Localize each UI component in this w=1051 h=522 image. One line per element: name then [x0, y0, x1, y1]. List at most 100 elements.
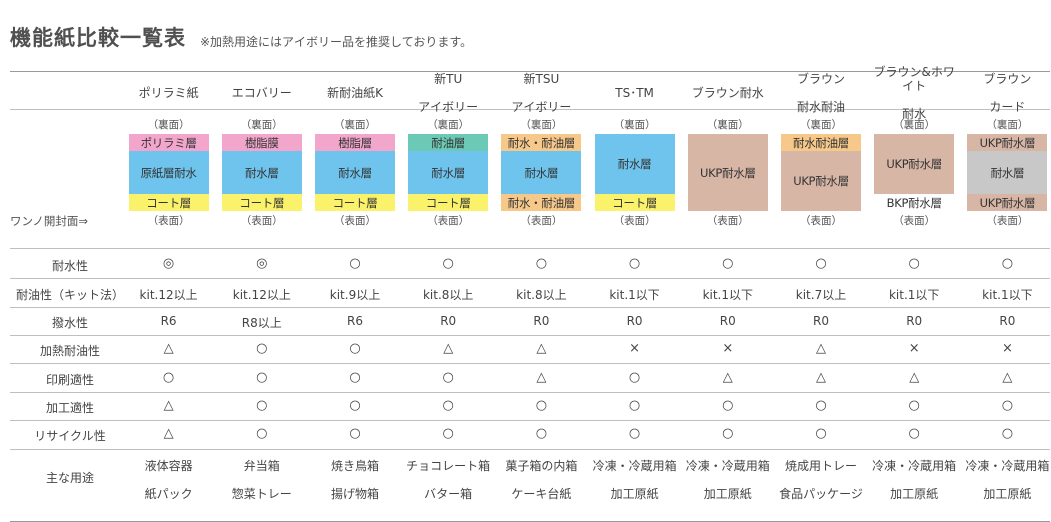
- seal-side-label: ワンノ開封面⇒: [10, 214, 89, 228]
- use-secondary: 加工原紙: [610, 487, 659, 501]
- layer-band: コート層: [594, 194, 675, 211]
- layer-stack: 耐水耐油層 UKP耐水層: [781, 134, 861, 211]
- use-primary: 冷凍・冷蔵用箱: [592, 459, 677, 473]
- front-side-label: （表面）: [240, 215, 283, 227]
- use-primary: チョコレート箱: [406, 459, 491, 473]
- layer-band: 耐水層: [221, 151, 302, 194]
- front-side-label: （表面）: [706, 215, 749, 227]
- column-header-line: 新TU: [434, 72, 463, 86]
- layer-band: UKP耐水層: [687, 134, 768, 211]
- layer-band: 耐水耐油層: [781, 134, 861, 151]
- layer-band: コート層: [315, 194, 395, 211]
- table-cell: ○: [628, 256, 641, 271]
- row-divider: [10, 248, 1050, 249]
- row-divider: [10, 363, 1050, 364]
- table-cell: ○: [349, 370, 361, 385]
- table-cell: R0: [999, 314, 1016, 328]
- row-label: リサイクル性: [34, 429, 106, 443]
- layer-band: UKP耐水層: [967, 194, 1048, 211]
- layer-band: 耐水層: [967, 151, 1048, 194]
- back-side-label: （裏面）: [613, 119, 656, 131]
- table-cell: △: [163, 341, 174, 356]
- table-cell: △: [909, 370, 920, 385]
- back-side-label: （裏面）: [893, 119, 936, 131]
- layer-band: 耐水層: [594, 134, 675, 194]
- row-label: 耐水性: [51, 259, 88, 273]
- layer-stack: UKP耐水層 耐水層 UKP耐水層: [967, 134, 1048, 211]
- table-cell: ○: [442, 256, 454, 271]
- table-cell: △: [816, 341, 826, 356]
- row-divider: [10, 392, 1050, 393]
- table-cell: ○: [349, 398, 361, 413]
- front-side-label: （表面）: [613, 215, 656, 227]
- table-cell: ○: [535, 426, 548, 441]
- table-cell: ○: [256, 426, 268, 441]
- column-header-line: カード: [989, 100, 1026, 114]
- use-secondary: 加工原紙: [703, 487, 752, 501]
- table-cell: ×: [722, 341, 734, 356]
- table-cell: ○: [722, 398, 734, 413]
- table-cell: △: [1002, 370, 1013, 385]
- use-secondary: ケーキ台紙: [511, 487, 572, 501]
- table-cell: kit.8以上: [422, 288, 474, 302]
- row-label: 加工適性: [45, 401, 94, 415]
- layer-stack: UKP耐水層: [687, 134, 768, 211]
- column-header: ブラウン カード: [961, 72, 1051, 114]
- front-side-label: （表面）: [334, 215, 376, 227]
- back-side-label: （裏面）: [706, 119, 749, 131]
- table-cell: kit.9以上: [329, 288, 381, 302]
- front-side-label: （表面）: [427, 215, 470, 227]
- column-header-line: アイボリー: [418, 100, 479, 114]
- title-row: 機能紙比較一覧表 ※加熱用途にはアイボリー品を推奨しております。: [10, 26, 472, 52]
- table-cell: ○: [256, 341, 268, 356]
- row-divider: [10, 420, 1050, 421]
- layer-band: UKP耐水層: [781, 151, 861, 211]
- back-side-label: （裏面）: [147, 119, 190, 131]
- table-cell: △: [816, 370, 826, 385]
- use-primary: 弁当箱: [243, 459, 280, 473]
- layer-stack: UKP耐水層 BKP耐水層: [874, 134, 955, 211]
- table-cell: ○: [628, 398, 641, 413]
- layer-band: 耐水層: [501, 151, 582, 194]
- column-header: エコバリー: [215, 77, 308, 109]
- layer-band: ポリラミ層: [128, 134, 209, 151]
- table-cell: △: [536, 341, 547, 356]
- front-side-label: （表面）: [893, 215, 936, 227]
- table-cell: ○: [1001, 426, 1014, 441]
- table-cell: ○: [815, 426, 827, 441]
- table-cell: ×: [629, 341, 641, 356]
- use-secondary: 食品パッケージ: [779, 487, 863, 501]
- back-side-label: （裏面）: [427, 119, 470, 131]
- table-cell: ○: [349, 426, 361, 441]
- table-cell: ○: [722, 256, 734, 271]
- use-secondary: 揚げ物箱: [330, 487, 379, 501]
- row-divider: [10, 109, 1050, 110]
- table-cell: R8以上: [241, 316, 282, 330]
- column-header: ブラウン耐水: [681, 77, 774, 109]
- column-header-line: エコバリー: [231, 86, 292, 100]
- layer-band: 耐水層: [408, 151, 489, 194]
- table-cell: ○: [256, 370, 268, 385]
- table-cell: R0: [626, 314, 643, 328]
- column-header-line: 新TSU: [523, 72, 560, 86]
- layer-band: UKP耐水層: [874, 134, 955, 194]
- use-primary: 液体容器: [144, 459, 193, 473]
- table-cell: R6: [347, 314, 363, 328]
- column-header: ブラウン&ホワイト 耐水: [868, 65, 961, 121]
- table-cell: ○: [628, 370, 641, 385]
- table-cell: ◎: [256, 256, 268, 271]
- column-header-line: ポリラミ紙: [138, 86, 199, 100]
- use-primary: 菓子箱の内箱: [505, 459, 578, 473]
- table-cell: kit.1以下: [609, 288, 660, 302]
- layer-band: 原紙層耐水: [128, 151, 209, 194]
- table-cell: kit.1以下: [702, 288, 754, 302]
- layer-stack: 耐水・耐油層 耐水層 耐水・耐油層: [501, 134, 582, 211]
- table-cell: kit.1以下: [888, 288, 940, 302]
- column-header-line: ブラウン: [983, 72, 1032, 86]
- table-cell: kit.1以下: [982, 288, 1033, 302]
- table-cell: △: [163, 426, 174, 441]
- table-cell: R0: [533, 314, 550, 328]
- column-header-line: 耐水: [902, 107, 927, 121]
- page-note: ※加熱用途にはアイボリー品を推奨しております。: [200, 35, 473, 49]
- table-cell: △: [536, 370, 547, 385]
